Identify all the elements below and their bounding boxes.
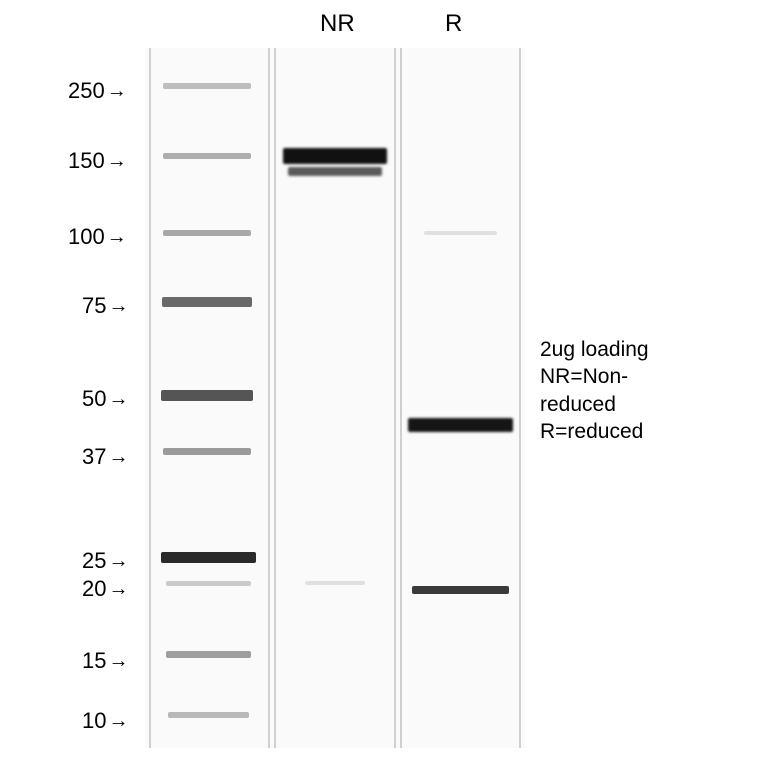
- arrow-icon: →: [107, 150, 127, 173]
- gel-band: [412, 586, 509, 594]
- arrow-icon: →: [108, 446, 128, 469]
- lane-ladder: [149, 48, 271, 748]
- legend-line: 2ug loading: [540, 336, 649, 363]
- arrow-icon: →: [108, 578, 128, 601]
- mw-label-75: 75→: [82, 293, 128, 319]
- gel-band: [305, 581, 366, 585]
- header-nr: NR: [320, 10, 355, 38]
- gel-band: [424, 231, 497, 235]
- gel-band: [161, 552, 256, 563]
- mw-label-250: 250→: [68, 78, 127, 104]
- mw-label-100: 100→: [68, 224, 127, 250]
- legend-text: 2ug loadingNR=Non-reducedR=reduced: [540, 336, 649, 445]
- mw-label-150: 150→: [68, 148, 127, 174]
- arrow-icon: →: [108, 388, 128, 411]
- arrow-icon: →: [108, 650, 128, 673]
- gel-band: [288, 167, 383, 176]
- mw-label-20: 20→: [82, 576, 128, 602]
- lane-r: [400, 48, 522, 748]
- mw-label-15: 15→: [82, 648, 128, 674]
- gel-band: [162, 297, 252, 307]
- mw-label-10: 10→: [82, 708, 128, 734]
- gel-band: [163, 230, 251, 236]
- legend-line: NR=Non-: [540, 363, 649, 390]
- gel-band: [166, 651, 251, 658]
- gel-band: [166, 581, 251, 586]
- gel-band: [168, 712, 248, 718]
- legend-line: reduced: [540, 391, 649, 418]
- arrow-icon: →: [107, 80, 127, 103]
- gel-band: [163, 153, 251, 159]
- header-r: R: [445, 10, 462, 38]
- gel-band: [161, 390, 253, 401]
- arrow-icon: →: [108, 295, 128, 318]
- arrow-icon: →: [108, 550, 128, 573]
- arrow-icon: →: [108, 710, 128, 733]
- gel-band: [283, 148, 388, 164]
- lane-border: [400, 48, 522, 748]
- gel-band: [408, 418, 513, 432]
- lane-nr: [274, 48, 396, 748]
- gel-image: [145, 48, 525, 748]
- mw-label-37: 37→: [82, 444, 128, 470]
- legend-line: R=reduced: [540, 418, 649, 445]
- mw-label-50: 50→: [82, 386, 128, 412]
- gel-band: [163, 448, 251, 455]
- gel-band: [163, 83, 251, 89]
- arrow-icon: →: [107, 226, 127, 249]
- mw-label-25: 25→: [82, 548, 128, 574]
